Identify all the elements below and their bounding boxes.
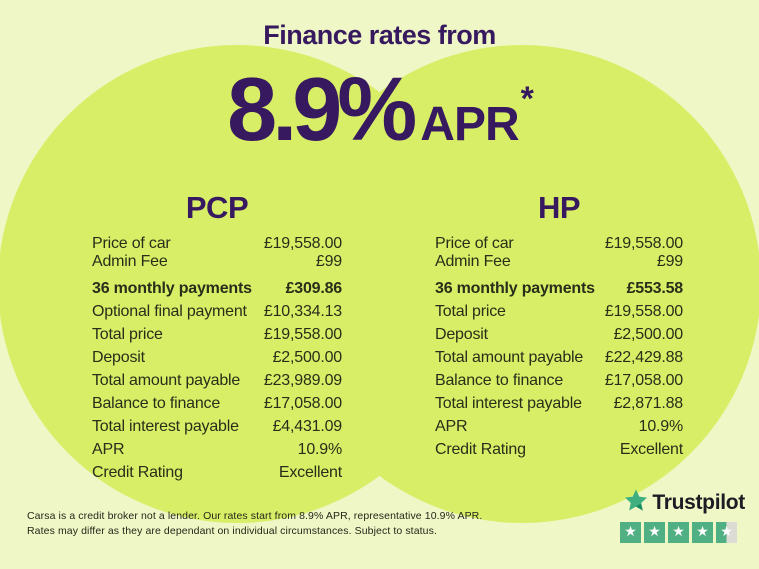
row-label: APR xyxy=(92,441,125,458)
row-value: £4,431.09 xyxy=(272,418,343,435)
row-value: 10.9% xyxy=(638,418,684,435)
apr-asterisk: * xyxy=(520,80,534,118)
hp-row-admin-fee: Admin Fee £99 xyxy=(435,253,683,271)
row-value: £23,989.09 xyxy=(263,372,342,389)
hp-row-deposit: Deposit £2,500.00 xyxy=(435,326,683,344)
pcp-row-price-of-car: Price of car £19,558.00 xyxy=(92,235,342,253)
row-value: £17,058.00 xyxy=(263,395,342,412)
trustpilot-badge: Trustpilot xyxy=(620,488,745,543)
trustpilot-rating-stars xyxy=(620,522,737,543)
row-label: 36 monthly payments xyxy=(92,280,252,297)
row-value: £22,429.88 xyxy=(604,349,683,366)
pcp-row-credit-rating: Credit Rating Excellent xyxy=(92,464,342,482)
pcp-row-total-price: Total price £19,558.00 xyxy=(92,326,342,344)
hp-row-total-price: Total price £19,558.00 xyxy=(435,303,683,321)
hp-row-price-of-car: Price of car £19,558.00 xyxy=(435,235,683,253)
hp-row-monthly-payments: 36 monthly payments £553.58 xyxy=(435,280,683,298)
row-label: Credit Rating xyxy=(435,441,526,458)
rating-half-star-icon xyxy=(716,522,737,543)
row-label: Total price xyxy=(435,303,506,320)
row-value: £17,058.00 xyxy=(604,372,683,389)
row-label: Optional final payment xyxy=(92,303,247,320)
row-value: £99 xyxy=(315,253,342,270)
row-label: Price of car xyxy=(92,235,171,252)
pcp-row-deposit: Deposit £2,500.00 xyxy=(92,349,342,367)
pcp-row-total-interest-payable: Total interest payable £4,431.09 xyxy=(92,418,342,436)
row-label: Price of car xyxy=(435,235,514,252)
apr-rate-line: 8.9% APR * xyxy=(0,65,759,155)
trustpilot-wordmark: Trustpilot xyxy=(652,490,745,514)
hp-panel: HP Price of car £19,558.00 Admin Fee £99… xyxy=(435,190,683,459)
trustpilot-logo: Trustpilot xyxy=(624,488,745,517)
row-label: Deposit xyxy=(92,349,145,366)
row-label: Credit Rating xyxy=(92,464,183,481)
pcp-title: PCP xyxy=(185,190,249,225)
row-label: Deposit xyxy=(435,326,488,343)
hp-title: HP xyxy=(537,190,581,225)
row-label: Admin Fee xyxy=(92,253,168,270)
disclaimer-line-1: Carsa is a credit broker not a lender. O… xyxy=(27,510,483,522)
pcp-panel: PCP Price of car £19,558.00 Admin Fee £9… xyxy=(92,190,342,482)
pcp-row-apr: APR 10.9% xyxy=(92,441,342,459)
row-label: Total amount payable xyxy=(435,349,584,366)
pcp-row-monthly-payments: 36 monthly payments £309.86 xyxy=(92,280,342,298)
row-value: £19,558.00 xyxy=(604,235,683,252)
apr-rate-value: 8.9% xyxy=(227,60,417,160)
hp-row-balance-to-finance: Balance to finance £17,058.00 xyxy=(435,372,683,390)
row-value: £99 xyxy=(656,253,683,270)
hp-row-total-amount-payable: Total amount payable £22,429.88 xyxy=(435,349,683,367)
rating-star-icon xyxy=(620,522,641,543)
row-label: Balance to finance xyxy=(92,395,221,412)
row-value: Excellent xyxy=(619,441,683,458)
row-value: £2,871.88 xyxy=(613,395,684,412)
row-value: £19,558.00 xyxy=(604,303,683,320)
banner-header: Finance rates from 8.9% APR * xyxy=(0,0,759,155)
hp-row-total-interest-payable: Total interest payable £2,871.88 xyxy=(435,395,683,413)
row-value: £553.58 xyxy=(626,280,684,297)
rating-star-icon xyxy=(644,522,665,543)
pcp-row-total-amount-payable: Total amount payable £23,989.09 xyxy=(92,372,342,390)
row-value: £2,500.00 xyxy=(272,349,343,366)
disclaimer-line-2: Rates may differ as they are dependant o… xyxy=(27,525,437,537)
trustpilot-star-icon xyxy=(624,488,648,517)
row-value: £19,558.00 xyxy=(263,326,342,343)
row-label: Total interest payable xyxy=(435,395,582,412)
row-value: £10,334.13 xyxy=(263,303,342,320)
row-value: Excellent xyxy=(278,464,342,481)
row-label: Total price xyxy=(92,326,163,343)
row-label: Admin Fee xyxy=(435,253,511,270)
row-label: Total interest payable xyxy=(92,418,239,435)
rating-star-icon xyxy=(692,522,713,543)
disclaimer-text: Carsa is a credit broker not a lender. O… xyxy=(27,509,482,539)
apr-label: APR xyxy=(420,98,519,151)
hp-row-credit-rating: Credit Rating Excellent xyxy=(435,441,683,459)
row-label: APR xyxy=(435,418,468,435)
row-label: 36 monthly payments xyxy=(435,280,595,297)
finance-rates-subtitle: Finance rates from xyxy=(263,20,496,50)
row-label: Balance to finance xyxy=(435,372,564,389)
pcp-row-balance-to-finance: Balance to finance £17,058.00 xyxy=(92,395,342,413)
row-value: £2,500.00 xyxy=(613,326,684,343)
hp-row-apr: APR 10.9% xyxy=(435,418,683,436)
row-value: £19,558.00 xyxy=(263,235,342,252)
row-value: 10.9% xyxy=(297,441,343,458)
row-label: Total amount payable xyxy=(92,372,241,389)
row-value: £309.86 xyxy=(285,280,343,297)
pcp-row-optional-final-payment: Optional final payment £10,334.13 xyxy=(92,303,342,321)
pcp-row-admin-fee: Admin Fee £99 xyxy=(92,253,342,271)
background-circle-right xyxy=(283,45,759,523)
rating-star-icon xyxy=(668,522,689,543)
